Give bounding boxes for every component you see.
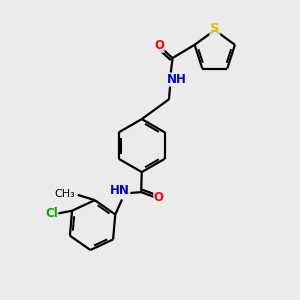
Text: Cl: Cl <box>45 207 58 220</box>
Text: HN: HN <box>110 184 130 196</box>
Text: CH₃: CH₃ <box>55 189 75 199</box>
Text: O: O <box>154 39 164 52</box>
Text: NH: NH <box>167 73 187 86</box>
Text: S: S <box>210 22 220 35</box>
Text: O: O <box>154 191 164 204</box>
